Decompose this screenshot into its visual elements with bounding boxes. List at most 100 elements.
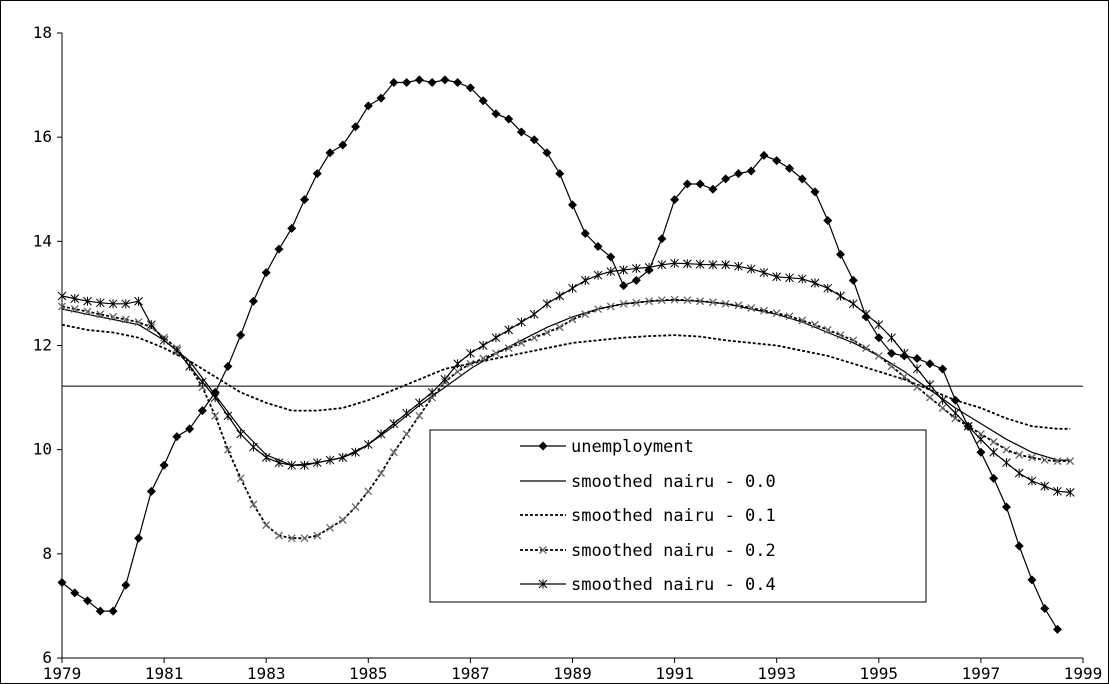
data-point [989, 437, 998, 446]
data-point [300, 460, 309, 470]
data-point [1015, 450, 1024, 459]
data-point [670, 295, 679, 304]
data-point [108, 299, 118, 309]
data-point [797, 174, 807, 184]
data-point [811, 320, 819, 329]
data-point [517, 338, 526, 347]
data-point [874, 320, 884, 330]
data-point [632, 298, 641, 307]
data-point [440, 75, 450, 85]
data-point [185, 424, 195, 434]
data-point [848, 275, 858, 285]
x-tick-label: 1993 [757, 664, 796, 683]
data-point [631, 275, 641, 285]
series-smoothed-nairu-0-0 [61, 299, 1071, 466]
data-point [606, 252, 616, 262]
data-point [721, 174, 731, 184]
y-tick-label: 18 [33, 23, 52, 42]
plot-area [57, 75, 1083, 634]
data-point [606, 267, 616, 277]
data-point [274, 244, 284, 254]
data-point [223, 411, 233, 421]
data-point [1002, 445, 1011, 454]
data-point [159, 460, 169, 470]
data-point [848, 299, 858, 309]
data-point [1027, 453, 1036, 462]
data-point [351, 502, 360, 511]
data-point [759, 268, 769, 278]
data-point [338, 140, 348, 150]
y-tick-label: 10 [33, 440, 52, 459]
y-tick-label: 14 [33, 231, 52, 250]
data-point [83, 307, 92, 316]
data-point [376, 429, 386, 439]
series-smoothed-nairu-0-4 [57, 258, 1075, 497]
data-point [593, 270, 603, 280]
data-point [466, 359, 475, 368]
data-point [478, 341, 488, 350]
data-point [696, 297, 705, 306]
data-point [555, 169, 565, 179]
data-point [1027, 476, 1037, 486]
data-point [236, 429, 246, 439]
legend-box [429, 429, 927, 603]
data-point [555, 323, 564, 332]
x-tick-label: 1991 [655, 664, 694, 683]
data-point [1065, 487, 1075, 497]
data-point [146, 486, 156, 496]
data-point [453, 367, 462, 376]
data-point [210, 393, 220, 403]
data-point [925, 393, 934, 402]
data-point [1001, 502, 1011, 512]
data-point [389, 419, 399, 429]
data-point [670, 195, 680, 205]
data-point [695, 259, 705, 269]
data-point [517, 317, 526, 327]
y-tick-label: 6 [42, 648, 52, 667]
data-point [248, 296, 258, 306]
data-point [376, 93, 386, 103]
data-point [938, 395, 947, 405]
legend-marker [539, 546, 547, 554]
data-point [645, 297, 654, 306]
data-point [989, 447, 999, 457]
x-tick-label: 1997 [962, 664, 1001, 683]
data-point [363, 439, 373, 449]
data-point [1040, 481, 1050, 491]
data-point [414, 398, 424, 408]
data-point [721, 260, 731, 270]
data-point [415, 411, 424, 420]
data-point [351, 447, 360, 457]
series-smoothed-nairu-0-2 [58, 295, 1075, 543]
data-point [57, 577, 67, 587]
data-point [568, 315, 577, 324]
data-point [887, 348, 897, 358]
data-point [798, 316, 807, 325]
data-point [746, 166, 756, 176]
data-point [109, 312, 118, 321]
data-point [287, 223, 297, 233]
data-point [466, 348, 475, 358]
data-point [925, 359, 935, 369]
data-point [721, 299, 730, 308]
data-point [121, 299, 131, 309]
data-point [108, 606, 118, 616]
data-point [708, 184, 718, 194]
data-point [580, 229, 590, 239]
data-point [683, 296, 692, 305]
data-point [325, 148, 335, 158]
data-point [1002, 458, 1011, 468]
data-point [414, 75, 424, 85]
data-point [734, 301, 743, 310]
data-point [491, 333, 501, 343]
data-point [134, 318, 143, 327]
data-point [951, 408, 960, 418]
legend-label: smoothed nairu - 0.2 [571, 541, 776, 561]
data-point [874, 351, 883, 360]
data-point [134, 296, 143, 306]
data-point [312, 458, 322, 468]
data-point [938, 404, 947, 412]
data-point [568, 283, 577, 293]
data-point [810, 278, 820, 288]
